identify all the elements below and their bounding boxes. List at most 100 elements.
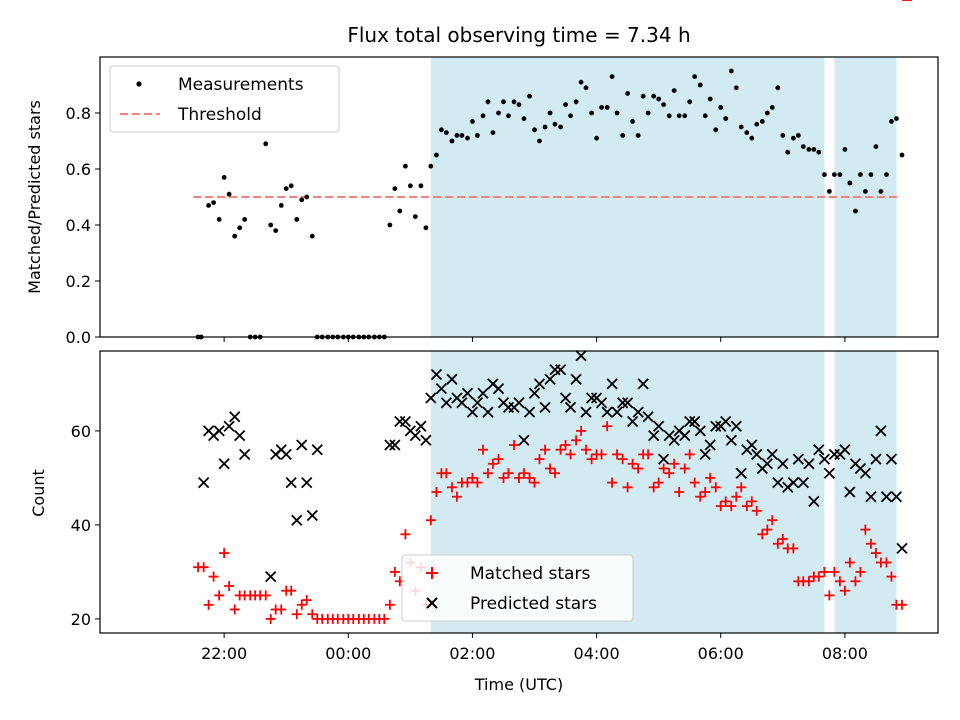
predicted-star-point: [482, 406, 494, 418]
x-stroke-b: [285, 476, 297, 489]
matched-star-point: [565, 449, 576, 460]
predicted-star-point: [399, 415, 412, 428]
measurement-point: [428, 163, 434, 169]
measurement-point: [439, 127, 444, 133]
predicted-star-point: [844, 486, 856, 498]
top-axes: 0.00.20.40.60.8 Matched/Predicted stars …: [25, 56, 939, 347]
matched-star-point: [518, 468, 529, 479]
x-stroke-b: [642, 411, 654, 423]
x-stroke-b: [223, 420, 235, 432]
matched-star-point: [886, 571, 897, 582]
matched-star-point: [384, 599, 395, 610]
x-stroke-b: [570, 373, 582, 385]
predicted-star-point: [797, 476, 809, 489]
matched-star-point: [855, 566, 866, 577]
x-stroke-b: [595, 397, 608, 409]
matched-star-point: [715, 501, 726, 512]
x-stroke-b: [865, 491, 877, 503]
measurement-point: [676, 113, 682, 119]
measurement-point: [889, 119, 894, 124]
predicted-star-point: [198, 476, 210, 489]
matched-star-point: [803, 576, 814, 587]
x-stroke-b: [311, 444, 323, 456]
measurement-point: [387, 222, 393, 228]
x-stroke-b: [213, 425, 225, 437]
measurement-point: [744, 130, 750, 136]
predicted-star-point: [746, 439, 758, 451]
predicted-star-point: [730, 420, 742, 432]
matched-star-point: [669, 458, 680, 469]
bottom-y-ticks: 20 40 60: [71, 422, 100, 629]
x-stroke-b: [440, 397, 453, 409]
matched-star-point: [560, 440, 571, 450]
x-stroke-b: [766, 448, 778, 461]
x-stroke-b: [772, 476, 784, 489]
measurement-point: [573, 99, 579, 105]
matched-star-point: [286, 585, 297, 596]
matched-star-point: [379, 613, 390, 624]
matched-star-point: [482, 468, 493, 479]
x-tick-label: 04:00: [574, 644, 620, 663]
predicted-star-point: [642, 411, 654, 423]
matched-star-point: [684, 449, 695, 460]
x-stroke-b: [466, 406, 479, 418]
measurement-point: [697, 82, 703, 88]
x-stroke-b: [477, 387, 489, 399]
predicted-star-point: [689, 415, 701, 428]
matched-star-point: [487, 458, 498, 469]
measurement-point: [800, 144, 806, 150]
measurement-point: [434, 152, 439, 158]
top-y-tick-label: 0.2: [66, 272, 91, 291]
x-stroke-b: [518, 434, 530, 446]
matched-star-point: [824, 590, 835, 601]
x-stroke-b: [487, 378, 499, 390]
measurement-point: [511, 99, 517, 105]
measurement-point: [759, 119, 765, 124]
matched-star-point: [581, 444, 592, 455]
x-tick-label: 22:00: [201, 644, 247, 663]
predicted-star-point: [420, 434, 432, 446]
measurement-point: [403, 163, 408, 169]
measurement-point: [630, 119, 635, 124]
bottom-y-tick-label: 60: [71, 422, 91, 441]
measurement-point: [496, 110, 501, 116]
measurement-point: [868, 172, 874, 178]
predicted-star-point: [880, 491, 893, 503]
matched-star-point: [514, 472, 524, 483]
bottom-x-ticks: 22:00 00:00 02:00 04:00 06:00 08:00: [201, 633, 868, 663]
x-stroke-b: [787, 476, 800, 489]
matched-star-point: [751, 505, 762, 516]
x-stroke-b: [461, 387, 474, 399]
matched-star-point: [788, 543, 799, 554]
x-stroke-b: [859, 467, 872, 479]
bottom-axes: 20 40 60 22:00 00:00 02:00 04:00 06:00 08:00 Co…: [29, 0, 939, 694]
measurement-point: [682, 113, 688, 119]
matched-star-point: [576, 425, 587, 436]
x-stroke-b: [621, 397, 634, 409]
predicted-star-point: [471, 397, 484, 409]
top-y-tick-label: 0.0: [66, 328, 91, 347]
matched-star-point: [741, 501, 752, 512]
matched-star-point: [571, 435, 582, 446]
matched-star-point: [653, 477, 664, 488]
predicted-star-point: [456, 397, 468, 409]
measurement-point: [412, 214, 418, 220]
matched-star-point: [224, 581, 235, 591]
matched-star-point: [545, 463, 556, 474]
predicted-star-point: [554, 364, 567, 376]
measurement-point: [583, 85, 589, 91]
bottom-axes-frame: [99, 350, 939, 634]
x-stroke-b: [601, 406, 613, 418]
x-stroke-b: [238, 448, 251, 461]
measurement-point: [640, 93, 646, 99]
measurement-point: [485, 99, 491, 105]
matched-star-point: [219, 548, 230, 559]
top-x-ticks: [223, 337, 846, 342]
x-stroke-b: [844, 486, 856, 498]
predicted-star-point: [265, 570, 277, 583]
matched-star-point: [208, 571, 219, 582]
measurement-point: [490, 130, 496, 136]
predicted-star-point: [870, 453, 882, 465]
predicted-star-point: [518, 434, 530, 446]
